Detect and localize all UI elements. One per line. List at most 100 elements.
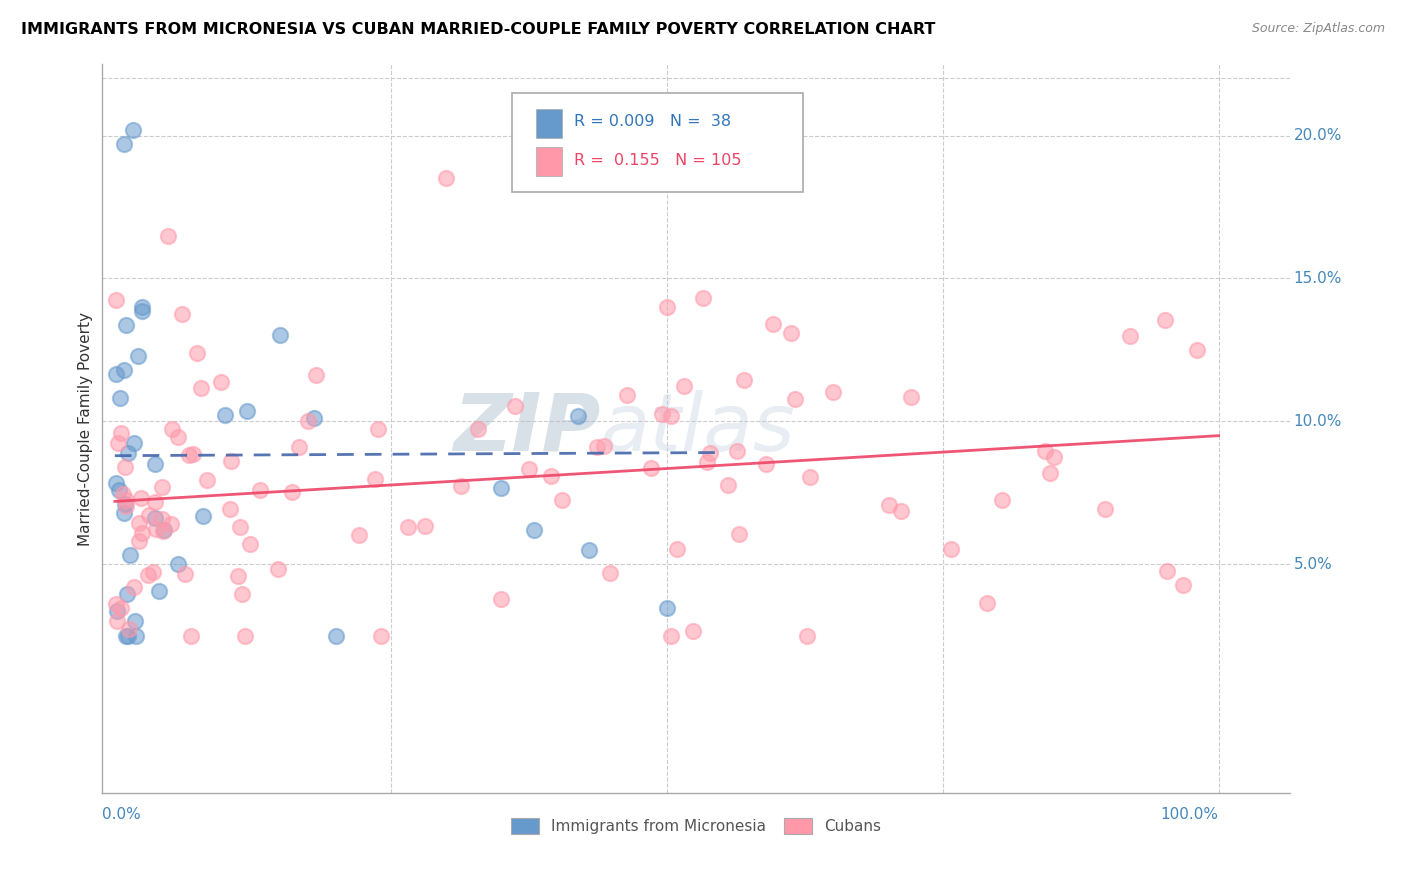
Point: [370, 629, 392, 643]
Point: [796, 629, 818, 643]
Point: [467, 422, 489, 436]
Point: [1156, 564, 1178, 578]
Point: [550, 492, 572, 507]
Point: [167, 430, 190, 444]
Point: [640, 461, 662, 475]
Point: [229, 520, 252, 534]
Point: [567, 409, 589, 423]
Point: [138, 508, 160, 523]
Point: [540, 469, 562, 483]
Point: [186, 346, 208, 360]
Point: [991, 492, 1014, 507]
Point: [104, 475, 127, 490]
Point: [112, 363, 135, 377]
Point: [890, 504, 912, 518]
Point: [780, 326, 803, 341]
Point: [236, 404, 259, 418]
Point: [1185, 343, 1208, 357]
Point: [177, 448, 200, 462]
Point: [110, 600, 132, 615]
Bar: [536, 147, 561, 176]
Text: 100.0%: 100.0%: [1160, 807, 1219, 822]
Point: [107, 435, 129, 450]
Point: [128, 516, 150, 530]
Point: [877, 498, 900, 512]
Bar: [536, 109, 561, 138]
Point: [682, 624, 704, 638]
Point: [239, 537, 262, 551]
Point: [115, 629, 138, 643]
Point: [195, 473, 218, 487]
Point: [665, 541, 688, 556]
Point: [172, 307, 194, 321]
Point: [142, 565, 165, 579]
Point: [131, 304, 153, 318]
Point: [297, 414, 319, 428]
Point: [267, 562, 290, 576]
Point: [125, 629, 148, 643]
Point: [655, 300, 678, 314]
Point: [233, 629, 256, 643]
Point: [167, 558, 190, 572]
Point: [150, 480, 173, 494]
Point: [413, 519, 436, 533]
Point: [114, 460, 136, 475]
Point: [762, 317, 785, 331]
Point: [231, 586, 253, 600]
Point: [115, 499, 138, 513]
Point: [145, 522, 167, 536]
Point: [659, 629, 682, 643]
Point: [191, 509, 214, 524]
Point: [124, 580, 146, 594]
Point: [900, 390, 922, 404]
Point: [174, 567, 197, 582]
Point: [1171, 578, 1194, 592]
Point: [517, 462, 540, 476]
Point: [725, 443, 748, 458]
Point: [127, 349, 149, 363]
Point: [1043, 450, 1066, 464]
Point: [150, 512, 173, 526]
Point: [128, 534, 150, 549]
Point: [143, 495, 166, 509]
Text: IMMIGRANTS FROM MICRONESIA VS CUBAN MARRIED-COUPLE FAMILY POVERTY CORRELATION CH: IMMIGRANTS FROM MICRONESIA VS CUBAN MARR…: [21, 22, 935, 37]
Text: 15.0%: 15.0%: [1294, 271, 1343, 286]
Point: [218, 501, 240, 516]
Point: [152, 524, 174, 538]
Legend: Immigrants from Micronesia, Cubans: Immigrants from Micronesia, Cubans: [505, 812, 887, 840]
Point: [1033, 443, 1056, 458]
Point: [733, 373, 755, 387]
Point: [153, 523, 176, 537]
Point: [190, 381, 212, 395]
Point: [108, 483, 131, 498]
Point: [226, 569, 249, 583]
Point: [138, 568, 160, 582]
Point: [939, 542, 962, 557]
Point: [118, 622, 141, 636]
Point: [114, 497, 136, 511]
Point: [302, 410, 325, 425]
Point: [131, 300, 153, 314]
FancyBboxPatch shape: [512, 94, 803, 192]
Point: [209, 375, 232, 389]
Point: [162, 422, 184, 436]
Point: [112, 137, 135, 152]
Point: [367, 422, 389, 436]
Point: [115, 587, 138, 601]
Point: [105, 604, 128, 618]
Text: 20.0%: 20.0%: [1294, 128, 1343, 143]
Point: [651, 407, 673, 421]
Point: [105, 597, 128, 611]
Point: [269, 328, 291, 343]
Text: Source: ZipAtlas.com: Source: ZipAtlas.com: [1251, 22, 1385, 36]
Point: [592, 439, 614, 453]
Text: 5.0%: 5.0%: [1294, 557, 1333, 572]
Point: [489, 591, 512, 606]
Point: [799, 469, 821, 483]
Point: [121, 123, 143, 137]
Point: [1119, 328, 1142, 343]
Point: [347, 528, 370, 542]
Point: [131, 525, 153, 540]
Point: [523, 523, 546, 537]
Point: [112, 487, 135, 501]
